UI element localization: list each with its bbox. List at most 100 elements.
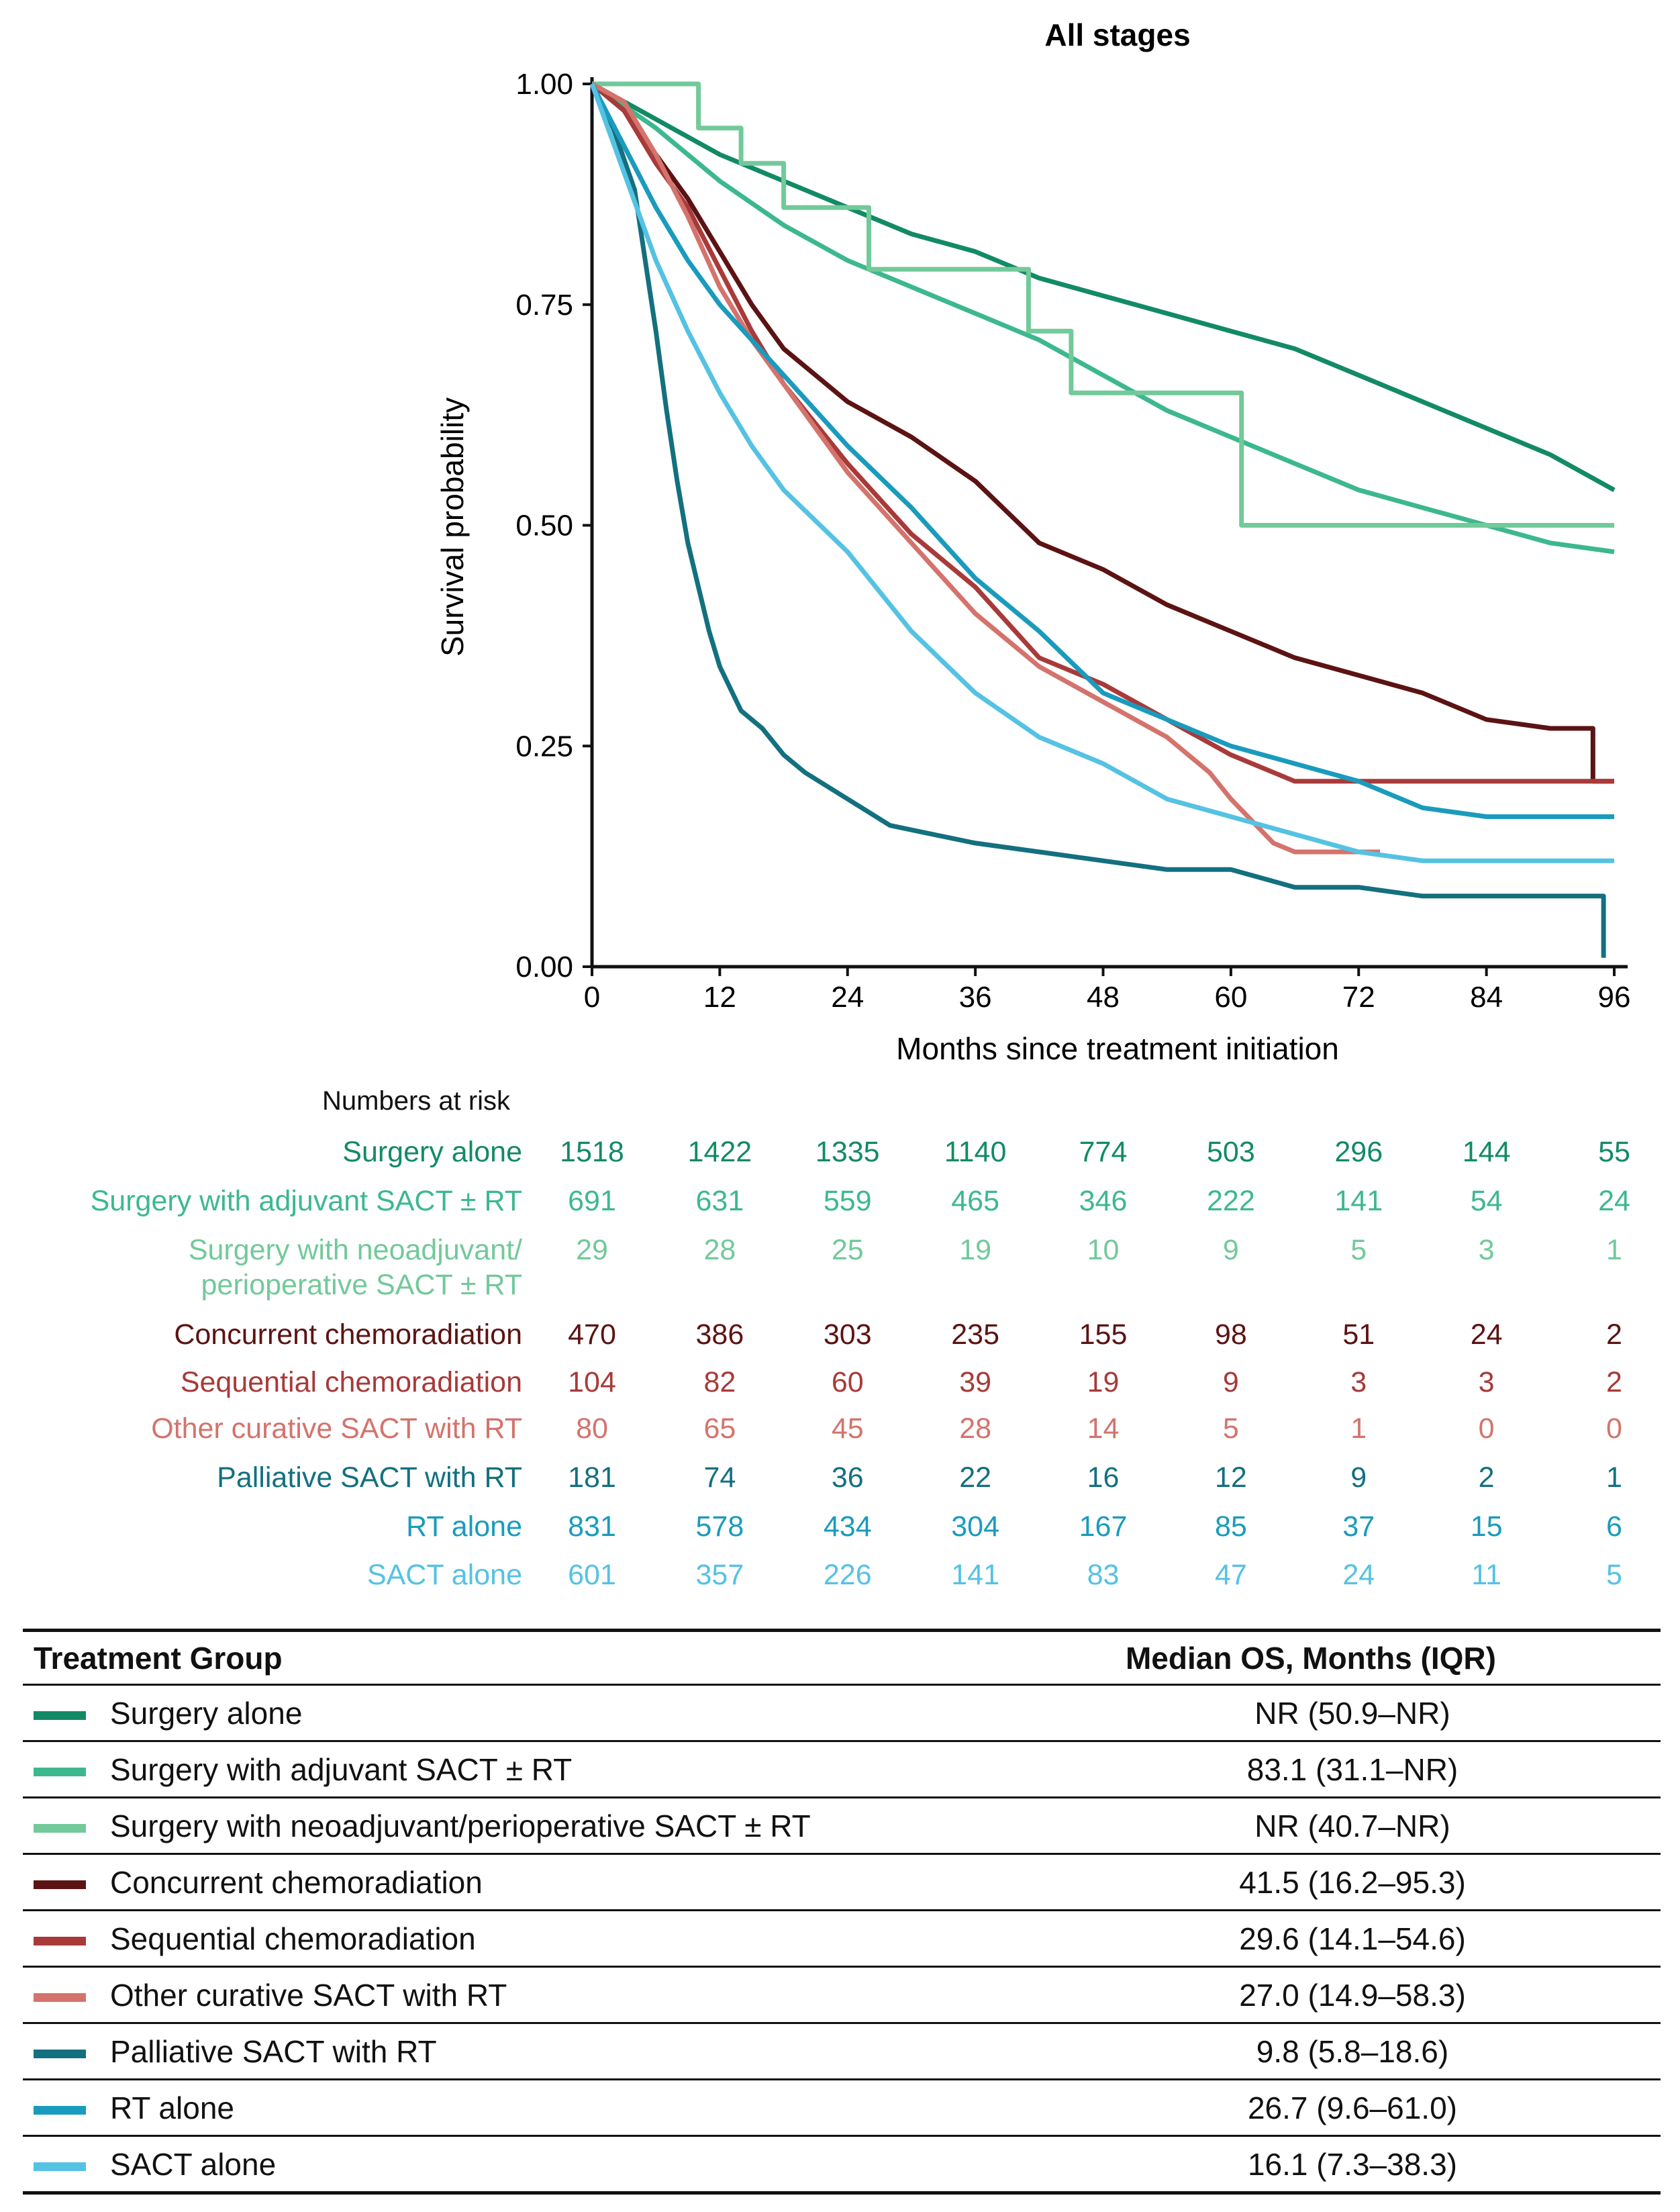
treatment-group-name: SACT alone bbox=[110, 2146, 277, 2182]
risk-value: 691 bbox=[568, 1185, 616, 1217]
table-row: Surgery with adjuvant SACT ± RT 83.1 (31.… bbox=[23, 1741, 1661, 1798]
risk-value: 831 bbox=[568, 1510, 616, 1543]
risk-value: 9 bbox=[1222, 1234, 1239, 1266]
series-line-6 bbox=[591, 81, 1380, 855]
risk-value: 1518 bbox=[560, 1136, 624, 1168]
legend-swatch bbox=[34, 1711, 86, 1720]
table-row: RT alone 26.7 (9.6–61.0) bbox=[23, 2079, 1661, 2137]
risk-value: 9 bbox=[1222, 1366, 1239, 1398]
risk-row-label-line: RT alone bbox=[406, 1510, 522, 1543]
treatment-group-cell: Surgery with adjuvant SACT ± RT bbox=[23, 1741, 1044, 1798]
table-row: Concurrent chemoradiation 41.5 (16.2–95.3… bbox=[23, 1854, 1661, 1911]
risk-value: 296 bbox=[1334, 1136, 1383, 1168]
x-axis-label: Months since treatment initiation bbox=[896, 1031, 1339, 1066]
x-tick-label: 96 bbox=[1598, 981, 1631, 1014]
risk-value: 45 bbox=[831, 1412, 864, 1445]
risk-row-label-line: Sequential chemoradiation bbox=[180, 1366, 522, 1398]
risk-value: 578 bbox=[695, 1510, 744, 1543]
header-treatment-group: Treatment Group bbox=[23, 1629, 1044, 1686]
risk-value: 601 bbox=[568, 1559, 616, 1591]
risk-value: 1 bbox=[1350, 1412, 1367, 1445]
risk-value: 51 bbox=[1342, 1318, 1375, 1351]
treatment-group-name: RT alone bbox=[110, 2090, 234, 2125]
x-tick-label: 84 bbox=[1470, 981, 1503, 1014]
risk-value: 16 bbox=[1087, 1461, 1120, 1494]
risk-value: 19 bbox=[959, 1234, 992, 1266]
x-tick-label: 48 bbox=[1087, 981, 1120, 1014]
risk-value: 25 bbox=[831, 1234, 864, 1266]
risk-value: 2 bbox=[1606, 1366, 1622, 1398]
table-row: Surgery alone NR (50.9–NR) bbox=[23, 1684, 1661, 1742]
risk-row-label: Other curative SACT with RT bbox=[151, 1411, 522, 1446]
median-os-table: Treatment Group Median OS, Months (IQR) … bbox=[23, 1629, 1661, 2195]
series-line-8 bbox=[589, 83, 1614, 819]
table-row: Sequential chemoradiation 29.6 (14.1–54.6… bbox=[23, 1910, 1661, 1968]
treatment-group-cell: Palliative SACT with RT bbox=[23, 2023, 1044, 2080]
risk-row-label-line: Surgery with neoadjuvant/ bbox=[188, 1234, 522, 1266]
x-tick-label: 24 bbox=[831, 981, 864, 1014]
median-os-cell: 29.6 (14.1–54.6) bbox=[1044, 1910, 1661, 1968]
risk-row-label: RT alone bbox=[406, 1509, 522, 1544]
chart-axes: 0 12 24 36 48 60 72 84 96 0.00 0.25 0.50 0.75 1.00 bbox=[515, 68, 1630, 1014]
risk-row-label-line: Surgery alone bbox=[342, 1136, 522, 1168]
risk-row-label: SACT alone bbox=[367, 1557, 522, 1592]
legend-swatch bbox=[34, 1823, 86, 1833]
risk-value: 774 bbox=[1079, 1136, 1128, 1168]
y-axis-label: Survival probability bbox=[435, 397, 470, 657]
risk-value: 631 bbox=[695, 1185, 744, 1217]
km-chart: All stages 0 12 24 36 48 60 72 84 96 0.00 0.25 0.50… bbox=[435, 17, 1630, 1066]
risk-value: 29 bbox=[576, 1234, 608, 1266]
x-tick-label: 12 bbox=[703, 981, 736, 1014]
risk-value: 74 bbox=[703, 1461, 736, 1494]
treatment-group-cell: Surgery with neoadjuvant/perioperative S… bbox=[23, 1797, 1044, 1855]
table-row: Other curative SACT with RT 27.0 (14.9–58… bbox=[23, 1966, 1661, 2024]
y-tick-label: 0.25 bbox=[515, 730, 573, 763]
risk-value: 222 bbox=[1207, 1185, 1255, 1217]
risk-value: 54 bbox=[1470, 1185, 1503, 1217]
risk-value: 0 bbox=[1606, 1412, 1622, 1445]
treatment-group-cell: SACT alone bbox=[23, 2135, 1044, 2195]
risk-value: 2 bbox=[1606, 1318, 1622, 1351]
risk-row-label: Palliative SACT with RT bbox=[217, 1460, 522, 1495]
risk-value: 11 bbox=[1471, 1559, 1501, 1591]
median-os-cell: 27.0 (14.9–58.3) bbox=[1044, 1966, 1661, 2024]
treatment-group-name: Sequential chemoradiation bbox=[110, 1921, 476, 1956]
risk-value: 3 bbox=[1350, 1366, 1367, 1398]
table-row: Surgery with neoadjuvant/perioperative S… bbox=[23, 1797, 1661, 1855]
treatment-group-cell: Concurrent chemoradiation bbox=[23, 1854, 1044, 1911]
treatment-group-cell: RT alone bbox=[23, 2079, 1044, 2137]
risk-value: 1 bbox=[1606, 1461, 1622, 1494]
risk-value: 104 bbox=[568, 1366, 616, 1398]
risk-value: 24 bbox=[1342, 1559, 1375, 1591]
risk-value: 465 bbox=[951, 1185, 999, 1217]
series-line-3 bbox=[592, 81, 1614, 528]
x-tick-label: 36 bbox=[959, 981, 992, 1014]
risk-table-heading: Numbers at risk bbox=[322, 1086, 511, 1116]
risk-value: 0 bbox=[1478, 1412, 1495, 1445]
median-os-cell: 9.8 (5.8–18.6) bbox=[1044, 2023, 1661, 2080]
x-tick-label: 72 bbox=[1342, 981, 1375, 1014]
risk-value: 12 bbox=[1214, 1461, 1247, 1494]
risk-value: 47 bbox=[1214, 1559, 1247, 1591]
treatment-group-name: Palliative SACT with RT bbox=[110, 2033, 437, 2069]
risk-value: 357 bbox=[695, 1559, 744, 1591]
median-os-cell: 16.1 (7.3–38.3) bbox=[1044, 2135, 1661, 2195]
x-tick-label: 60 bbox=[1214, 981, 1247, 1014]
risk-row-label-line: Palliative SACT with RT bbox=[217, 1461, 522, 1494]
chart-series-lines bbox=[589, 81, 1616, 958]
median-os-cell: 41.5 (16.2–95.3) bbox=[1044, 1854, 1661, 1911]
risk-value: 386 bbox=[695, 1318, 744, 1351]
risk-value: 235 bbox=[951, 1318, 999, 1351]
treatment-group-name: Surgery alone bbox=[110, 1695, 303, 1731]
risk-value: 80 bbox=[576, 1412, 608, 1445]
treatment-group-cell: Surgery alone bbox=[23, 1684, 1044, 1742]
median-os-cell: NR (40.7–NR) bbox=[1044, 1797, 1661, 1855]
risk-row-label-line: Surgery with adjuvant SACT ± RT bbox=[90, 1185, 522, 1217]
treatment-group-name: Surgery with neoadjuvant/perioperative S… bbox=[110, 1808, 811, 1843]
table-row: Palliative SACT with RT 9.8 (5.8–18.6) bbox=[23, 2023, 1661, 2080]
risk-value: 14 bbox=[1087, 1412, 1120, 1445]
risk-row-label: Sequential chemoradiation bbox=[181, 1365, 522, 1400]
risk-value: 24 bbox=[1598, 1185, 1630, 1217]
risk-value: 37 bbox=[1342, 1510, 1375, 1543]
series-line-7 bbox=[589, 83, 1606, 958]
